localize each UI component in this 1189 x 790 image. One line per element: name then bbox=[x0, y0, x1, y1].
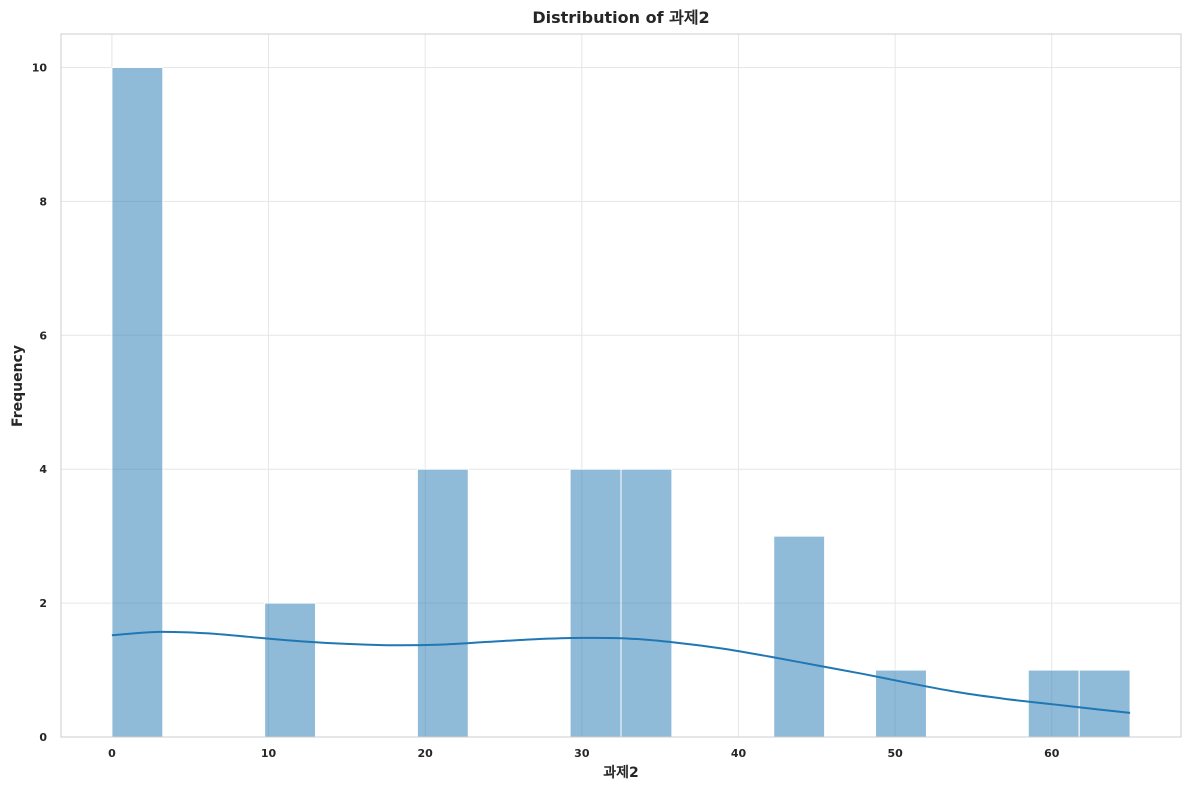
histogram-bars bbox=[111, 66, 1131, 738]
kde-line bbox=[111, 630, 1131, 714]
y-tick-labels: 0 2 4 6 8 10 bbox=[32, 61, 48, 744]
histogram-bar bbox=[773, 535, 826, 738]
x-tick-label: 0 bbox=[108, 747, 116, 760]
chart-title: Distribution of 과제2 bbox=[532, 8, 709, 27]
y-tick-label: 10 bbox=[32, 61, 48, 74]
x-tick-labels: 0 10 20 30 40 50 60 bbox=[108, 747, 1060, 760]
x-tick-label: 50 bbox=[887, 747, 903, 760]
x-tick-label: 30 bbox=[574, 747, 590, 760]
y-tick-label: 6 bbox=[39, 329, 47, 342]
x-tick-label: 20 bbox=[418, 747, 434, 760]
histogram-bar bbox=[1078, 669, 1131, 738]
y-tick-label: 4 bbox=[39, 463, 47, 476]
histogram-bar bbox=[569, 468, 622, 738]
y-tick-label: 0 bbox=[39, 731, 47, 744]
x-tick-label: 10 bbox=[261, 747, 277, 760]
y-tick-label: 8 bbox=[39, 195, 47, 208]
histogram-bar bbox=[264, 602, 317, 738]
y-axis-label: Frequency bbox=[10, 345, 26, 427]
y-tick-label: 2 bbox=[39, 597, 47, 610]
histogram-bar bbox=[620, 468, 673, 738]
x-tick-label: 40 bbox=[731, 747, 747, 760]
x-axis-label: 과제2 bbox=[603, 765, 639, 781]
kde-curve bbox=[111, 630, 1131, 714]
histogram-bar bbox=[875, 669, 927, 738]
histogram-bar bbox=[416, 468, 469, 738]
histogram-bar bbox=[111, 66, 164, 738]
plot-area-frame bbox=[60, 33, 1182, 738]
x-tick-label: 60 bbox=[1044, 747, 1060, 760]
